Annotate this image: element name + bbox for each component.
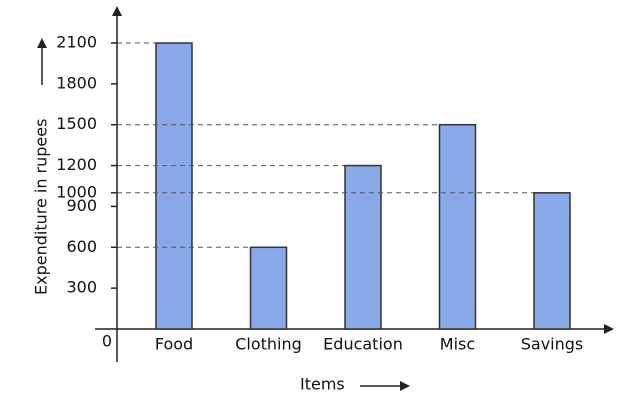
bar xyxy=(533,192,571,330)
bar xyxy=(249,246,288,330)
y-axis-label: Expenditure in rupees xyxy=(32,119,51,295)
y-tick-label: 1200 xyxy=(56,155,97,174)
bar xyxy=(438,123,477,330)
x-tick-label: Clothing xyxy=(235,335,302,354)
y-tick-label: 0 xyxy=(102,332,112,351)
y-tick-label: 1500 xyxy=(56,114,97,133)
x-tick-label: Misc xyxy=(440,335,475,354)
y-tick-label: 600 xyxy=(66,237,97,256)
x-tick-label: Food xyxy=(155,335,193,354)
x-tick-label: Savings xyxy=(521,335,584,354)
x-tick-label: Education xyxy=(323,335,403,354)
y-tick-label: 1800 xyxy=(56,73,97,92)
y-tick-label: 2100 xyxy=(56,33,97,52)
x-axis-label: Items xyxy=(300,375,345,394)
y-tick-label: 300 xyxy=(66,278,97,297)
bar xyxy=(344,164,382,330)
y-tick-label: 1000 xyxy=(56,182,97,201)
bar xyxy=(155,42,193,330)
y-tick-label: 900 xyxy=(66,196,97,215)
